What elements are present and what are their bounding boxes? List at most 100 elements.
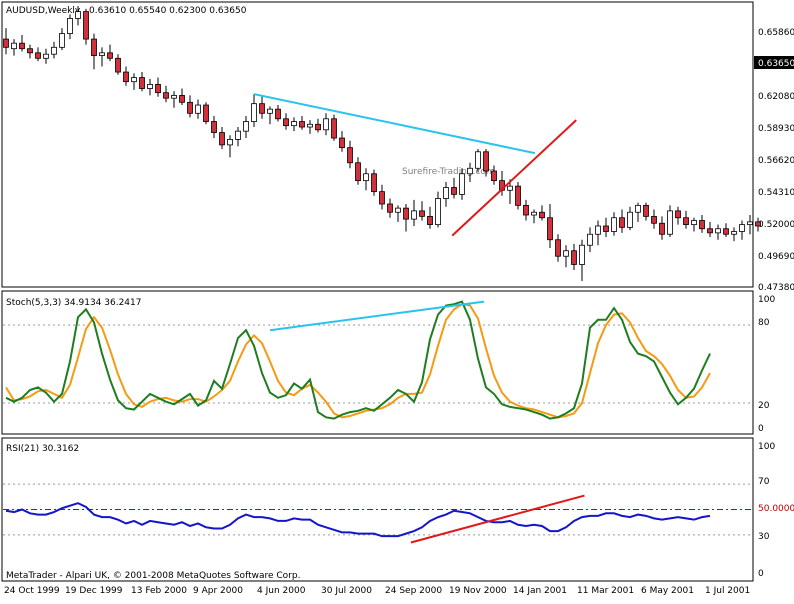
candle-body bbox=[595, 225, 601, 235]
candle-body bbox=[467, 167, 473, 175]
candle-body bbox=[627, 211, 633, 228]
candle-body bbox=[163, 92, 169, 99]
price-axis-label: 0.54310 bbox=[758, 188, 794, 198]
candle-body bbox=[611, 217, 617, 232]
x-axis-label: 4 Jun 2000 bbox=[257, 586, 306, 596]
watermark: Surefire-Trading.com bbox=[402, 167, 495, 177]
stoch-main-line bbox=[5, 300, 711, 420]
candle-body bbox=[107, 52, 113, 59]
candle-body bbox=[667, 210, 673, 235]
rsi-level-box bbox=[754, 502, 794, 514]
candle-body bbox=[731, 231, 737, 235]
x-axis-label: 19 Nov 2000 bbox=[449, 586, 507, 596]
rsi-line bbox=[5, 502, 711, 538]
current-price-box bbox=[754, 56, 794, 69]
x-axis-label: 14 Jan 2001 bbox=[513, 586, 567, 596]
candle-body bbox=[555, 239, 561, 257]
candle-body bbox=[635, 204, 641, 213]
rsi-trendline-red bbox=[410, 494, 585, 544]
candle-body bbox=[659, 222, 665, 235]
candle-body bbox=[59, 33, 65, 48]
candle-body bbox=[99, 52, 105, 56]
candle-body bbox=[131, 77, 137, 83]
candle-body bbox=[571, 250, 577, 265]
stoch-axis-label: 80 bbox=[758, 318, 770, 328]
candle-body bbox=[83, 11, 89, 40]
candle-body bbox=[547, 217, 553, 241]
candle-body bbox=[259, 103, 265, 114]
price-axis-labels: 0.65860 0.62080 0.58930 0.56620 0.54310 … bbox=[758, 28, 794, 293]
candle-body bbox=[123, 71, 129, 83]
x-axis-label: 13 Feb 2000 bbox=[131, 586, 187, 596]
candle-body bbox=[147, 84, 153, 89]
candle-body bbox=[211, 121, 217, 133]
candle-body bbox=[307, 123, 313, 128]
candle-body bbox=[115, 57, 121, 73]
candle-body bbox=[395, 207, 401, 213]
price-symbol: AUDUSD,Weekly bbox=[6, 6, 81, 16]
candle-body bbox=[755, 221, 761, 227]
rsi-level-label: 50.0000 bbox=[758, 504, 794, 514]
candle-body bbox=[699, 220, 705, 230]
candle-body bbox=[171, 95, 177, 99]
candle-body bbox=[43, 53, 49, 59]
x-axis-label: 19 Dec 1999 bbox=[65, 586, 123, 596]
x-axis-label: 1 Jul 2001 bbox=[705, 586, 750, 596]
candle-body bbox=[355, 162, 361, 182]
candle-body bbox=[683, 217, 689, 226]
candle-body bbox=[523, 204, 529, 216]
candle-body bbox=[427, 215, 433, 226]
price-axis-label: 0.56620 bbox=[758, 156, 794, 166]
candle-body bbox=[347, 147, 353, 164]
candle-body bbox=[491, 170, 497, 182]
candle-body bbox=[339, 137, 345, 149]
candle-body bbox=[651, 215, 657, 224]
price-ohlc: 0.63610 0.65540 0.62300 0.63650 bbox=[89, 6, 247, 16]
candle-body bbox=[691, 220, 697, 226]
rsi-axis-labels: 100 70 30 0 bbox=[758, 442, 775, 579]
x-axis-label: 6 May 2001 bbox=[641, 586, 694, 596]
candle-body bbox=[275, 108, 281, 120]
candle-body bbox=[203, 104, 209, 122]
current-price-label: 0.63650 bbox=[758, 59, 794, 69]
candle-body bbox=[739, 224, 745, 232]
candle-body bbox=[27, 48, 33, 54]
x-axis-labels: 24 Oct 1999 19 Dec 1999 13 Feb 2000 9 Ap… bbox=[4, 586, 750, 596]
candle-body bbox=[563, 250, 569, 257]
candle-body bbox=[747, 221, 753, 226]
candle-body bbox=[403, 207, 409, 220]
candle-body bbox=[515, 185, 521, 206]
candle-body bbox=[723, 228, 729, 235]
candle-body bbox=[483, 151, 489, 172]
stoch-axis-label: 0 bbox=[758, 424, 764, 434]
price-panel-frame bbox=[1, 1, 754, 288]
candle-body bbox=[75, 11, 81, 19]
candle-body bbox=[587, 233, 593, 246]
plot-layer bbox=[3, 6, 761, 544]
candle-body bbox=[51, 46, 57, 55]
candle-body bbox=[363, 173, 369, 182]
candle-body bbox=[187, 101, 193, 114]
price-axis-label: 0.47380 bbox=[758, 283, 794, 293]
candle-body bbox=[299, 121, 305, 128]
candle-body bbox=[435, 198, 441, 226]
rsi-axis-label: 0 bbox=[758, 569, 764, 579]
candle-body bbox=[619, 217, 625, 228]
x-axis-label: 11 Mar 2001 bbox=[577, 586, 634, 596]
candle-body bbox=[603, 225, 609, 232]
rsi-axis-label: 70 bbox=[758, 477, 770, 487]
candle-body bbox=[411, 210, 417, 220]
candle-body bbox=[195, 104, 201, 114]
candle-body bbox=[11, 42, 17, 50]
price-trendline-red bbox=[451, 119, 577, 237]
candle-body bbox=[475, 151, 481, 169]
footer-copyright: MetaTrader - Alpari UK, © 2001-2008 Meta… bbox=[6, 571, 300, 581]
candle-body bbox=[179, 95, 185, 103]
price-axis-label: 0.65860 bbox=[758, 28, 794, 38]
candle-body bbox=[35, 52, 41, 59]
stoch-axis-labels: 100 80 20 0 bbox=[758, 295, 775, 434]
candle-body bbox=[443, 187, 449, 199]
candle-body bbox=[371, 173, 377, 193]
candle-body bbox=[227, 139, 233, 146]
